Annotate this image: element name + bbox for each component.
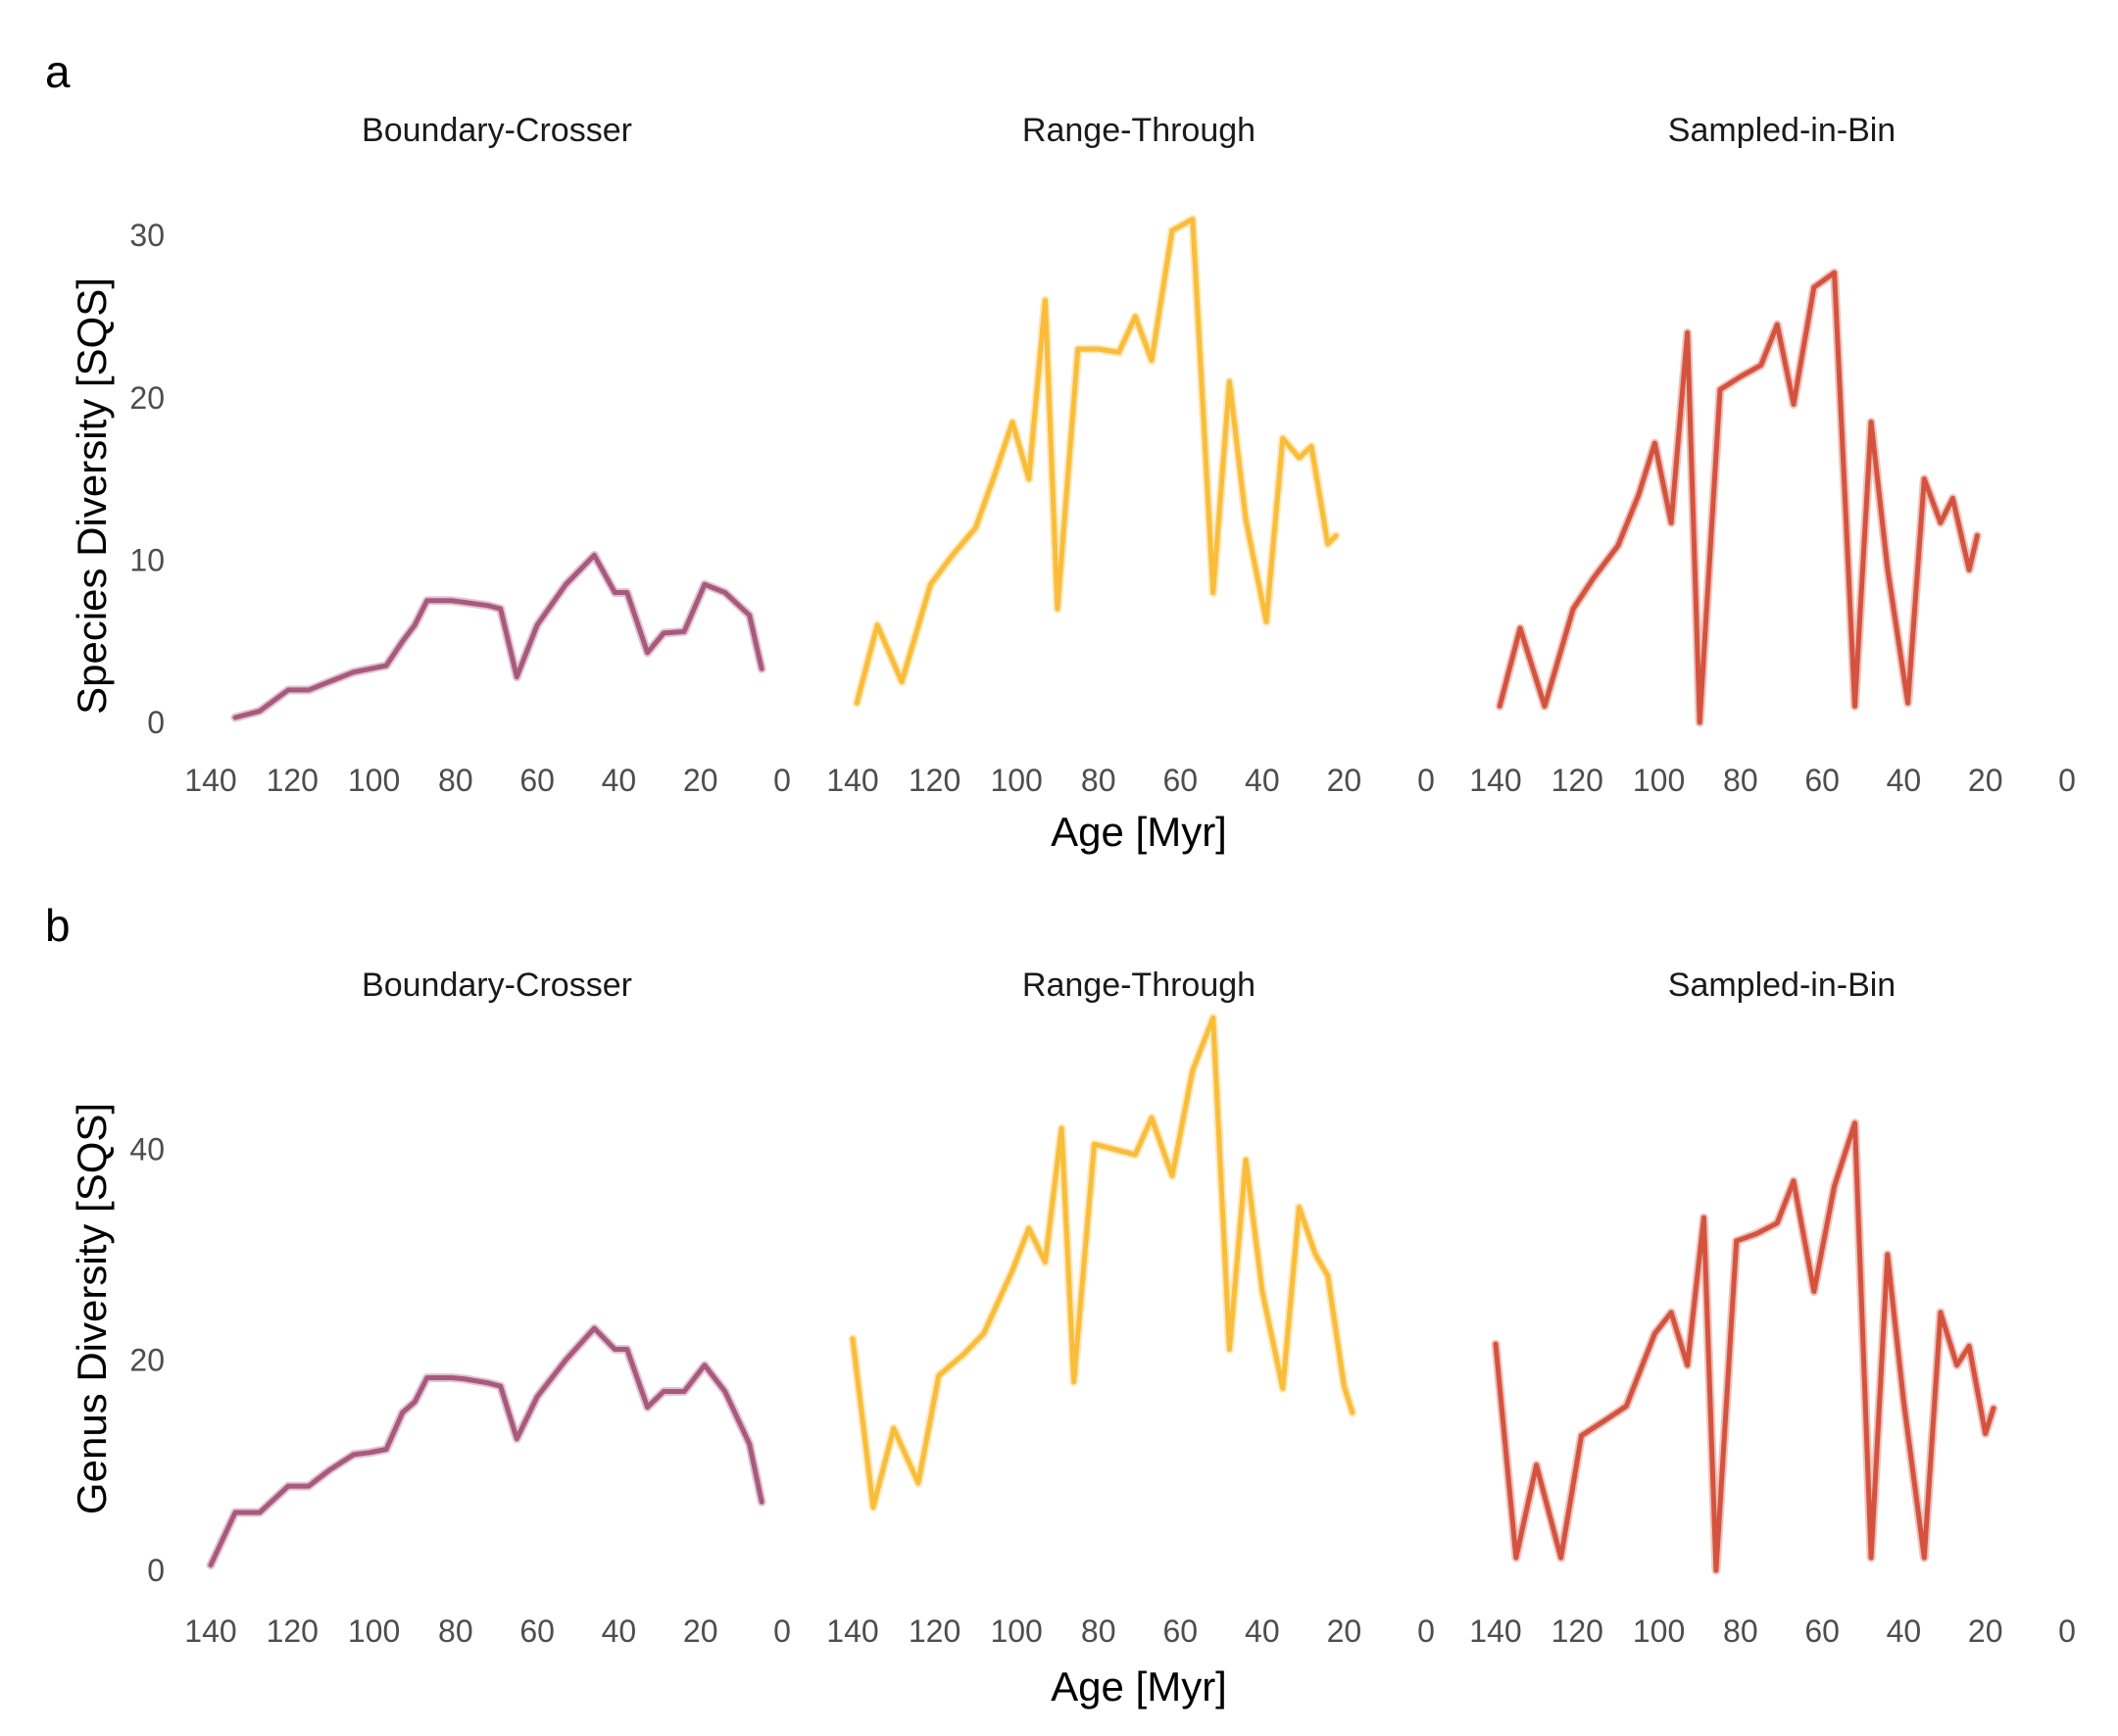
x-tick-label-a-range-through-60: 60 (1162, 763, 1198, 798)
panel-b-label: b (45, 900, 71, 951)
y-tick-label-b-20: 20 (129, 1342, 165, 1377)
x-tick-label-b-boundary-crosser-100: 100 (348, 1613, 400, 1649)
x-tick-label-a-boundary-crosser-0: 0 (773, 763, 791, 798)
x-tick-label-b-sampled-in-bin-60: 60 (1804, 1613, 1840, 1649)
x-tick-label-b-boundary-crosser-60: 60 (519, 1613, 555, 1649)
x-tick-label-a-range-through-80: 80 (1081, 763, 1116, 798)
y-tick-label-a-30: 30 (129, 218, 165, 253)
series-line-a-sampled-in-bin (1497, 270, 1980, 725)
x-tick-label-a-sampled-in-bin-140: 140 (1469, 763, 1521, 798)
series-line-b-boundary-crosser (208, 1325, 764, 1568)
series-band-a-boundary-crosser (230, 550, 766, 722)
x-tick-label-a-sampled-in-bin-60: 60 (1804, 763, 1840, 798)
x-tick-label-a-boundary-crosser-120: 120 (267, 763, 319, 798)
facet-title-b-boundary-crosser: Boundary-Crosser (362, 967, 632, 1004)
series-band-b-boundary-crosser (206, 1323, 766, 1570)
x-tick-label-a-sampled-in-bin-120: 120 (1552, 763, 1603, 798)
x-tick-label-b-range-through-20: 20 (1327, 1613, 1362, 1649)
x-tick-label-b-range-through-80: 80 (1081, 1613, 1116, 1649)
facet-title-b-sampled-in-bin: Sampled-in-Bin (1668, 967, 1896, 1004)
x-tick-label-a-boundary-crosser-60: 60 (519, 763, 555, 798)
x-tick-label-b-range-through-120: 120 (909, 1613, 960, 1649)
x-tick-label-a-sampled-in-bin-40: 40 (1887, 763, 1922, 798)
y-tick-label-a-0: 0 (147, 705, 165, 740)
y-axis-title-b: Genus Diversity [SQS] (69, 1103, 115, 1514)
panel-a-label: a (45, 46, 71, 97)
x-tick-label-b-range-through-0: 0 (1417, 1613, 1435, 1649)
x-tick-label-b-range-through-40: 40 (1245, 1613, 1280, 1649)
lines-a (230, 215, 1982, 727)
x-tick-label-b-boundary-crosser-40: 40 (602, 1613, 637, 1649)
x-tick-label-b-sampled-in-bin-140: 140 (1469, 1613, 1521, 1649)
series-band-a-range-through (852, 215, 1341, 708)
series-line-b-sampled-in-bin (1493, 1120, 1996, 1573)
panel-b: b Boundary-Crosser Range-Through Sampled… (45, 900, 2076, 1710)
x-tick-label-b-range-through-60: 60 (1162, 1613, 1198, 1649)
x-tick-label-a-boundary-crosser-140: 140 (184, 763, 236, 798)
series-line-a-range-through (854, 217, 1339, 706)
x-tick-label-b-sampled-in-bin-0: 0 (2058, 1613, 2076, 1649)
y-tick-label-a-20: 20 (129, 380, 165, 416)
facet-title-a-sampled-in-bin: Sampled-in-Bin (1668, 112, 1896, 149)
x-tick-label-b-sampled-in-bin-40: 40 (1887, 1613, 1922, 1649)
panel-a: a Boundary-Crosser Range-Through Sampled… (45, 46, 2076, 855)
y-tick-label-b-40: 40 (129, 1132, 165, 1167)
x-tick-label-b-sampled-in-bin-20: 20 (1968, 1613, 2003, 1649)
lines-b (206, 1013, 1998, 1575)
x-axis-title-b: Age [Myr] (1051, 1663, 1227, 1710)
x-tick-label-b-boundary-crosser-20: 20 (683, 1613, 718, 1649)
x-tick-label-b-range-through-140: 140 (826, 1613, 878, 1649)
x-tick-label-b-boundary-crosser-120: 120 (267, 1613, 319, 1649)
x-tick-label-b-sampled-in-bin-100: 100 (1633, 1613, 1685, 1649)
ticks-a: 0 10 20 30 140 120 100 80 60 40 20 0 140 120 100 80 60 40… (129, 218, 2075, 798)
x-tick-label-a-range-through-120: 120 (909, 763, 960, 798)
x-tick-label-a-range-through-40: 40 (1245, 763, 1280, 798)
y-axis-title-a: Species Diversity [SQS] (69, 277, 115, 715)
x-tick-label-b-range-through-100: 100 (990, 1613, 1042, 1649)
y-tick-label-b-0: 0 (147, 1553, 165, 1588)
x-tick-label-a-boundary-crosser-80: 80 (438, 763, 473, 798)
series-line-a-boundary-crosser (232, 552, 764, 720)
x-tick-label-a-sampled-in-bin-20: 20 (1968, 763, 2003, 798)
ticks-b: 0 20 40 140 120 100 80 60 40 20 0 140 120 100 80 60 40 20… (129, 1132, 2075, 1649)
series-line-b-range-through (850, 1015, 1355, 1511)
x-tick-label-a-sampled-in-bin-100: 100 (1633, 763, 1685, 798)
x-tick-label-a-sampled-in-bin-0: 0 (2058, 763, 2076, 798)
x-tick-label-a-sampled-in-bin-80: 80 (1723, 763, 1758, 798)
x-tick-label-a-boundary-crosser-40: 40 (602, 763, 637, 798)
facet-title-a-range-through: Range-Through (1022, 112, 1256, 149)
x-tick-label-a-boundary-crosser-20: 20 (683, 763, 718, 798)
x-tick-label-a-range-through-0: 0 (1417, 763, 1435, 798)
facet-title-a-boundary-crosser: Boundary-Crosser (362, 112, 632, 149)
y-tick-label-a-10: 10 (129, 542, 165, 577)
x-tick-label-b-sampled-in-bin-120: 120 (1552, 1613, 1603, 1649)
x-axis-title-a: Age [Myr] (1051, 809, 1227, 855)
facet-title-b-range-through: Range-Through (1022, 967, 1256, 1004)
x-tick-label-b-sampled-in-bin-80: 80 (1723, 1613, 1758, 1649)
x-tick-label-b-boundary-crosser-0: 0 (773, 1613, 791, 1649)
x-tick-label-a-range-through-140: 140 (826, 763, 878, 798)
x-tick-label-b-boundary-crosser-80: 80 (438, 1613, 473, 1649)
x-tick-label-b-boundary-crosser-140: 140 (184, 1613, 236, 1649)
series-band-a-sampled-in-bin (1495, 268, 1982, 727)
x-tick-label-a-range-through-100: 100 (990, 763, 1042, 798)
x-tick-label-a-range-through-20: 20 (1327, 763, 1362, 798)
x-tick-label-a-boundary-crosser-100: 100 (348, 763, 400, 798)
